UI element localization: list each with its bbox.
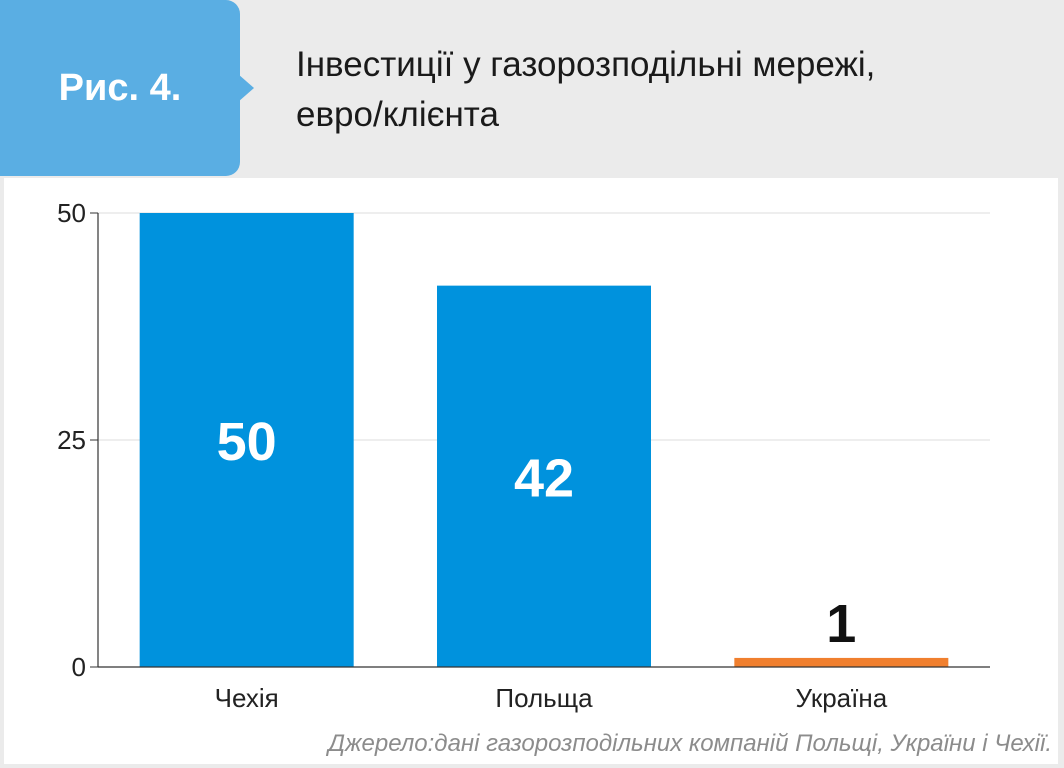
bar: [437, 285, 651, 667]
x-tick-label: Україна: [795, 683, 887, 713]
x-tick-label: Чехія: [215, 683, 279, 713]
y-tick-label: 0: [72, 652, 86, 682]
data-label: 1: [826, 594, 856, 654]
source-note: Джерело:дані газорозподільних компаній П…: [328, 730, 1052, 757]
data-label: 50: [217, 412, 277, 472]
figure-badge: Рис. 4.: [0, 0, 240, 176]
y-tick-label: 25: [57, 425, 86, 455]
x-tick-label: Польща: [495, 683, 593, 713]
figure-number: Рис. 4.: [58, 67, 182, 109]
chart-title-line-1: Інвестиції у газорозподільні мережі,: [296, 45, 876, 84]
chart-title-line-2: евро/клієнта: [296, 95, 499, 134]
figure-header: Рис. 4. Інвестиції у газорозподільні мер…: [0, 0, 1064, 178]
y-tick-label: 50: [57, 198, 86, 228]
chart-title: Інвестиції у газорозподільні мережі, евр…: [296, 40, 1016, 140]
badge-arrow-icon: [238, 74, 254, 102]
bar: [139, 213, 354, 667]
bar: [734, 657, 949, 667]
data-label: 42: [514, 448, 574, 508]
